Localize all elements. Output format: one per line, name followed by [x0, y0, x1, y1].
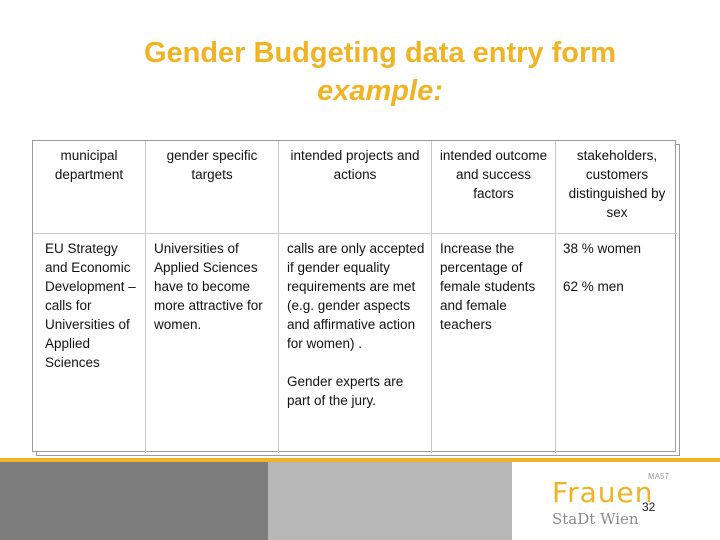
actions-paragraph-1: calls are only accepted if gender equali… [287, 241, 425, 351]
logo-sub-text: StaDt Wien [552, 510, 639, 528]
footer-bar [0, 462, 720, 540]
actions-paragraph-2: Gender experts are part of the jury. [287, 374, 404, 408]
footer-white-segment [512, 462, 720, 540]
header-stakeholders: stakeholders, customers distinguished by… [568, 148, 666, 220]
header-intended-outcome: intended outcome and success factors [439, 148, 548, 201]
column-divider [431, 141, 432, 453]
header-gender-specific-targets: gender specific targets [166, 148, 258, 182]
footer-dark-segment [0, 462, 268, 540]
frauen-logo: Frauen MA57 StaDt Wien [552, 472, 692, 532]
column-divider [145, 141, 146, 453]
stakeholders-men: 62 % men [563, 279, 624, 294]
table-frame: municipal department gender specific tar… [32, 140, 677, 453]
logo-main-text: Frauen [552, 476, 654, 509]
page-number: 32 [642, 500, 656, 514]
cell-actions: calls are only accepted if gender equali… [287, 239, 427, 410]
data-entry-table: municipal department gender specific tar… [32, 140, 680, 456]
footer-light-segment [268, 462, 512, 540]
header-municipal-department: municipal department [54, 148, 124, 182]
accent-stripe [0, 458, 720, 463]
slide-title-block: Gender Budgeting data entry form example… [60, 34, 700, 110]
row-divider [33, 233, 677, 234]
column-divider [278, 141, 279, 453]
slide-title: Gender Budgeting data entry form [143, 37, 617, 69]
header-intended-projects: intended projects and actions [290, 148, 420, 182]
stakeholders-women: 38 % women [563, 241, 642, 256]
column-divider [555, 141, 556, 453]
slide-subtitle: example: [317, 75, 443, 107]
cell-department: EU Strategy and Economic Development – c… [45, 241, 136, 370]
cell-targets: Universities of Applied Sciences have to… [154, 241, 263, 332]
cell-stakeholders: 38 % women 62 % men [563, 239, 673, 296]
cell-outcome: Increase the percentage of female studen… [440, 241, 536, 332]
logo-superscript: MA57 [648, 472, 669, 481]
